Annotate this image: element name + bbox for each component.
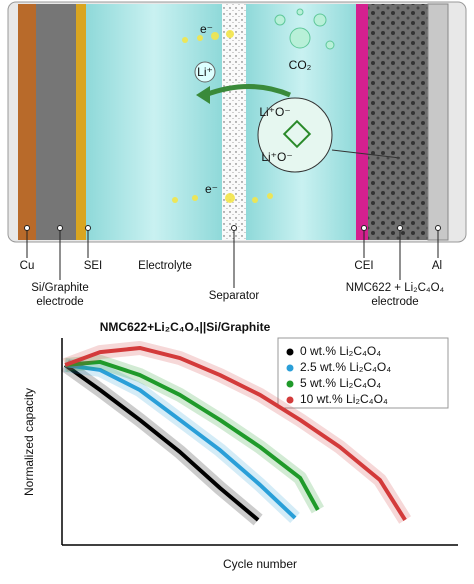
cu-layer: [18, 4, 36, 240]
molecule-inset: [257, 97, 333, 173]
layer-label: NMC622 + Li₂C₄O₄: [346, 282, 445, 294]
migration-arrow: [204, 84, 291, 98]
series-line: [64, 359, 320, 511]
layer-label: Al: [432, 260, 442, 272]
arrow-head: [196, 86, 210, 104]
cei-layer: [356, 4, 368, 240]
layer-label: SEI: [84, 260, 103, 272]
series-line: [64, 345, 407, 522]
y-axis-label: Normalized capacity: [22, 388, 36, 496]
al-layer: [427, 3, 449, 241]
lithium-ion: [194, 61, 216, 83]
layer-label: Si/Graphite: [31, 282, 89, 294]
leader-lines: [26, 228, 439, 288]
cell-schematic: e⁻ e⁻ Li⁺ CO₂ Li⁺O⁻ Li⁺O⁻ Cu Si/Graphite…: [7, 1, 467, 308]
chart: NMC622+Li₂C₄O₄||Si/Graphite Cycle number…: [22, 320, 458, 571]
layer-label: Electrolyte: [138, 260, 192, 272]
legend-marker: [286, 348, 294, 356]
legend-label: 5 wt.% Li₂C₄O₄: [300, 376, 381, 390]
chart-title: NMC622+Li₂C₄O₄||Si/Graphite: [100, 320, 271, 334]
electrons: [172, 30, 273, 203]
inset-leader: [331, 149, 401, 159]
separator-layer: [222, 4, 246, 240]
species-label: e⁻: [200, 22, 213, 36]
series-line: [64, 363, 297, 520]
legend-label: 10 wt.% Li₂C₄O₄: [300, 392, 388, 406]
molecule-label: Li⁺O⁻: [259, 105, 290, 119]
layer-label: Separator: [209, 290, 260, 302]
legend-marker: [286, 380, 294, 388]
molecule-ring: [282, 119, 312, 149]
layer-label: CEI: [354, 260, 373, 272]
electrolyte-left: [86, 4, 222, 240]
layer-label: Cu: [20, 260, 35, 272]
layer-label: electrode: [36, 296, 83, 308]
sei-layer: [76, 4, 86, 240]
species-label: CO₂: [289, 58, 312, 72]
x-axis-label: Cycle number: [223, 557, 297, 571]
nmc-layer: [368, 4, 428, 240]
legend-label: 0 wt.% Li₂C₄O₄: [300, 344, 381, 358]
legend-marker: [286, 396, 294, 404]
series-line: [63, 363, 260, 522]
molecule-label: Li⁺O⁻: [261, 150, 292, 164]
leader-dots: [24, 225, 441, 231]
legend-marker: [286, 364, 294, 372]
species-label: Li⁺: [197, 65, 213, 79]
legend-label: 2.5 wt.% Li₂C₄O₄: [300, 360, 391, 374]
legend: [277, 337, 449, 409]
layer-label: electrode: [371, 296, 418, 308]
species-label: e⁻: [205, 182, 218, 196]
graphite-layer: [36, 4, 76, 240]
co2-bubbles: [274, 8, 335, 50]
